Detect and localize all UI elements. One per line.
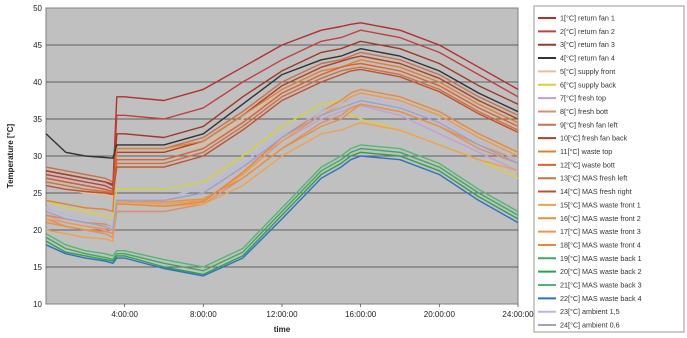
series-line-14	[45, 68, 519, 196]
legend-label: 17[°C] MAS waste front 3	[560, 227, 641, 236]
legend-label: 11[°C] waste top	[560, 147, 612, 156]
legend-label: 7[°C] fresh top	[560, 94, 606, 103]
y-tick-label: 30	[33, 152, 42, 161]
legend-label: 12[°C] waste bott	[560, 160, 615, 169]
x-tick-label: 8:00:00	[190, 310, 217, 319]
series-line-9	[45, 51, 519, 183]
y-axis-title: Temperature [°C]	[6, 123, 15, 188]
series-line-2	[45, 29, 519, 191]
legend-label: 9[°C] fresh fan left	[560, 120, 618, 129]
y-axis-ticks: 10 15 20 25 30 35 40 45 50	[33, 4, 42, 309]
series-line-21	[45, 144, 519, 268]
legend-label: 14[°C] MAS fresh right	[560, 187, 632, 196]
y-tick-label: 25	[33, 189, 42, 198]
legend-label: 24[°C] ambient 0,6	[560, 321, 620, 330]
x-axis-title: time	[274, 325, 291, 334]
y-tick-label: 35	[33, 115, 42, 124]
legend-label: 2[°C] return fan 2	[560, 27, 615, 36]
series-line-20	[45, 151, 519, 276]
series-line-22	[45, 155, 519, 277]
series-line-13	[45, 66, 519, 194]
x-tick-label: 12:00:00	[266, 310, 298, 319]
legend-label: 4[°C] return fan 4	[560, 54, 615, 63]
y-tick-label: 15	[33, 263, 42, 272]
legend-label: 23[°C] ambient 1,5	[560, 307, 620, 316]
series-line-19	[45, 147, 519, 272]
y-tick-label: 45	[33, 41, 42, 50]
legend-label: 16[°C] MAS waste front 2	[560, 214, 641, 223]
legend-label: 3[°C] return fan 3	[560, 40, 615, 49]
legend-label: 5[°C] supply front	[560, 67, 615, 76]
legend-label: 6[°C] supply back	[560, 80, 616, 89]
y-tick-label: 40	[33, 78, 42, 87]
series-line-15	[45, 121, 519, 242]
legend-label: 8[°C] fresh bott	[560, 107, 608, 116]
legend-label: 18[°C] MAS waste front 4	[560, 240, 641, 249]
series-layer	[45, 22, 519, 277]
y-tick-label: 50	[33, 4, 42, 13]
legend-label: 19[°C] MAS waste back 1	[560, 254, 642, 263]
x-tick-label: 24:00:00	[502, 310, 534, 319]
legend-label: 15[°C] MAS waste front 1	[560, 200, 641, 209]
legend-label: 10[°C] fresh fan back	[560, 134, 628, 143]
x-tick-label: 16:00:00	[345, 310, 377, 319]
series-line-23	[45, 96, 519, 228]
series-line-12	[45, 62, 519, 193]
legend-label: 20[°C] MAS waste back 2	[560, 267, 642, 276]
legend-items: 1[°C] return fan 1 2[°C] return fan 2 3[°C…	[538, 14, 642, 330]
x-axis-ticks: 4:00:00 8:00:00 12:00:00 16:00:00 20:00:00 24…	[111, 304, 534, 319]
series-line-18	[45, 88, 519, 228]
y-tick-label: 20	[33, 226, 42, 235]
legend-label: 22[°C] MAS waste back 4	[560, 294, 642, 303]
legend-label: 1[°C] return fan 1	[560, 14, 615, 23]
x-tick-label: 4:00:00	[111, 310, 138, 319]
series-line-24	[45, 99, 519, 231]
x-tick-label: 20:00:00	[424, 310, 456, 319]
legend	[533, 5, 685, 333]
y-tick-label: 10	[33, 300, 42, 309]
series-line-4	[45, 48, 519, 159]
legend-label: 13[°C] MAS fresh left	[560, 174, 627, 183]
series-line-16	[45, 103, 519, 235]
series-line-17	[45, 92, 519, 231]
series-line-11	[45, 59, 519, 213]
legend-label: 21[°C] MAS waste back 3	[560, 281, 642, 290]
